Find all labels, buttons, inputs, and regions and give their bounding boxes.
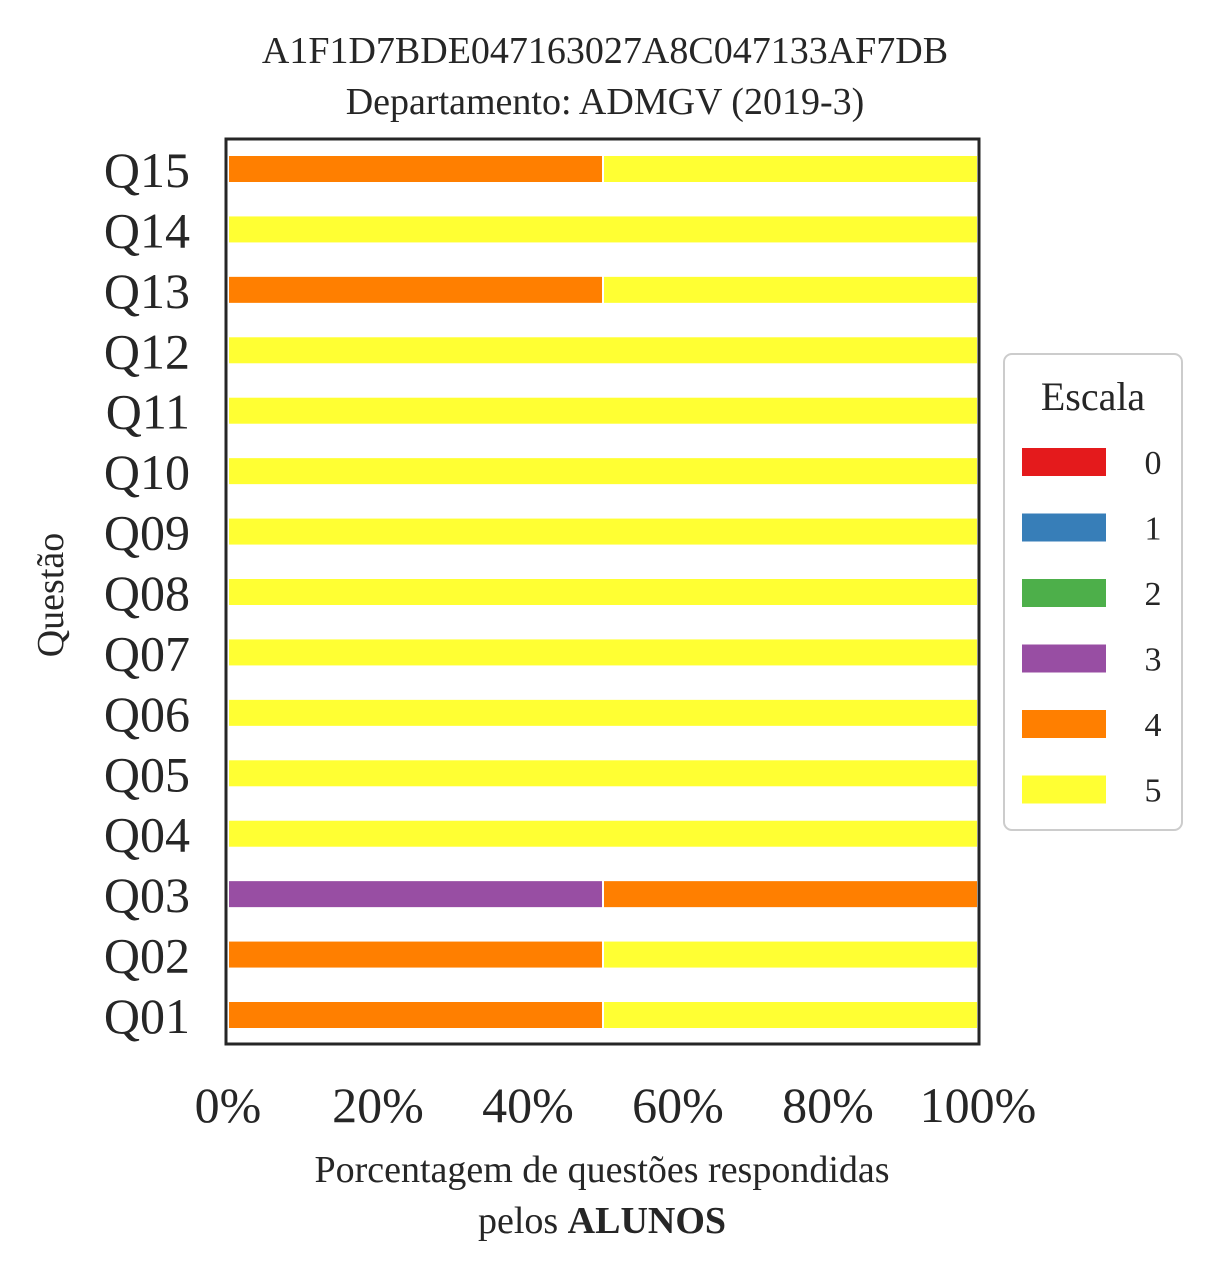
bar-Q11-escala-5 (227, 395, 979, 426)
y-axis-label: Questão (30, 533, 72, 658)
x-axis-label-line2: pelos ALUNOS (478, 1200, 726, 1242)
legend-swatch-4 (1022, 710, 1106, 738)
bar-Q13-escala-4 (227, 274, 604, 305)
y-tick-label: Q14 (104, 202, 190, 258)
y-tick-label: Q12 (104, 323, 190, 379)
plot-frame (224, 137, 981, 1046)
bar-Q15-escala-5 (602, 154, 979, 184)
bar-Q03-escala-3 (227, 879, 604, 910)
y-tick-label: Q01 (104, 988, 190, 1044)
x-tick-label: 0% (195, 1077, 262, 1133)
x-axis-label-line1: Porcentagem de questões respondidas (314, 1149, 889, 1191)
x-tick-labels: 0% 20% 40% 60% 80% 100% (195, 1077, 1037, 1133)
x-axis-label-bold: ALUNOS (568, 1200, 726, 1242)
legend-swatch-3 (1022, 644, 1106, 673)
legend-label-0: 0 (1145, 445, 1162, 482)
bar-Q09-escala-5 (227, 516, 979, 547)
bar-Q12-escala-5 (227, 335, 979, 366)
bar-Q01-escala-5 (602, 1000, 979, 1030)
bar-Q02-escala-5 (602, 939, 979, 970)
y-tick-label: Q03 (104, 867, 190, 923)
y-tick-label: Q10 (104, 444, 190, 500)
y-tick-label: Q08 (104, 565, 190, 621)
legend: Escala 0 1 2 3 4 5 (1003, 353, 1183, 831)
y-tick-label: Q04 (104, 807, 190, 863)
y-tick-label: Q09 (104, 505, 190, 561)
y-tick-label: Q11 (106, 384, 190, 440)
bar-Q05-escala-5 (227, 758, 979, 789)
bars-group (227, 154, 979, 1030)
y-tick-labels: Q01Q02Q03Q04Q05Q06Q07Q08Q09Q10Q11Q12Q13Q… (104, 142, 190, 1044)
bar-Q03-escala-4 (602, 879, 979, 910)
bar-Q15-escala-4 (227, 154, 604, 184)
x-tick-label: 100% (920, 1077, 1037, 1133)
legend-label-4: 4 (1145, 707, 1162, 744)
y-tick-label: Q06 (104, 686, 190, 742)
x-tick-label: 40% (482, 1077, 574, 1133)
legend-title: Escala (1041, 374, 1146, 419)
legend-swatch-2 (1022, 579, 1106, 607)
chart-subtitle: Departamento: ADMGV (2019-3) (346, 81, 865, 123)
legend-items: 0 1 2 3 4 5 (1022, 445, 1162, 810)
legend-swatch-5 (1022, 775, 1106, 804)
x-axis-label-prefix: pelos (478, 1200, 568, 1242)
bar-Q14-escala-5 (227, 214, 979, 245)
y-tick-label: Q07 (104, 625, 190, 681)
legend-label-5: 5 (1145, 773, 1162, 810)
bar-Q07-escala-5 (227, 637, 979, 668)
bar-Q10-escala-5 (227, 456, 979, 487)
bar-Q02-escala-4 (227, 939, 604, 970)
y-tick-label: Q02 (104, 928, 190, 984)
y-tick-label: Q13 (104, 263, 190, 319)
y-tick-label: Q15 (104, 142, 190, 198)
chart-title: A1F1D7BDE047163027A8C047133AF7DB (262, 30, 948, 72)
x-tick-label: 60% (632, 1077, 724, 1133)
legend-swatch-0 (1022, 448, 1106, 476)
y-tick-label: Q05 (104, 746, 190, 802)
legend-label-2: 2 (1145, 576, 1162, 613)
bar-Q08-escala-5 (227, 577, 979, 607)
bar-Q13-escala-5 (602, 274, 979, 305)
legend-label-1: 1 (1145, 511, 1162, 548)
bar-Q04-escala-5 (227, 818, 979, 849)
x-tick-label: 80% (782, 1077, 874, 1133)
legend-swatch-1 (1022, 513, 1106, 542)
bar-Q06-escala-5 (227, 697, 979, 728)
legend-label-3: 3 (1145, 642, 1162, 679)
bar-Q01-escala-4 (227, 1000, 604, 1030)
x-tick-label: 20% (332, 1077, 424, 1133)
